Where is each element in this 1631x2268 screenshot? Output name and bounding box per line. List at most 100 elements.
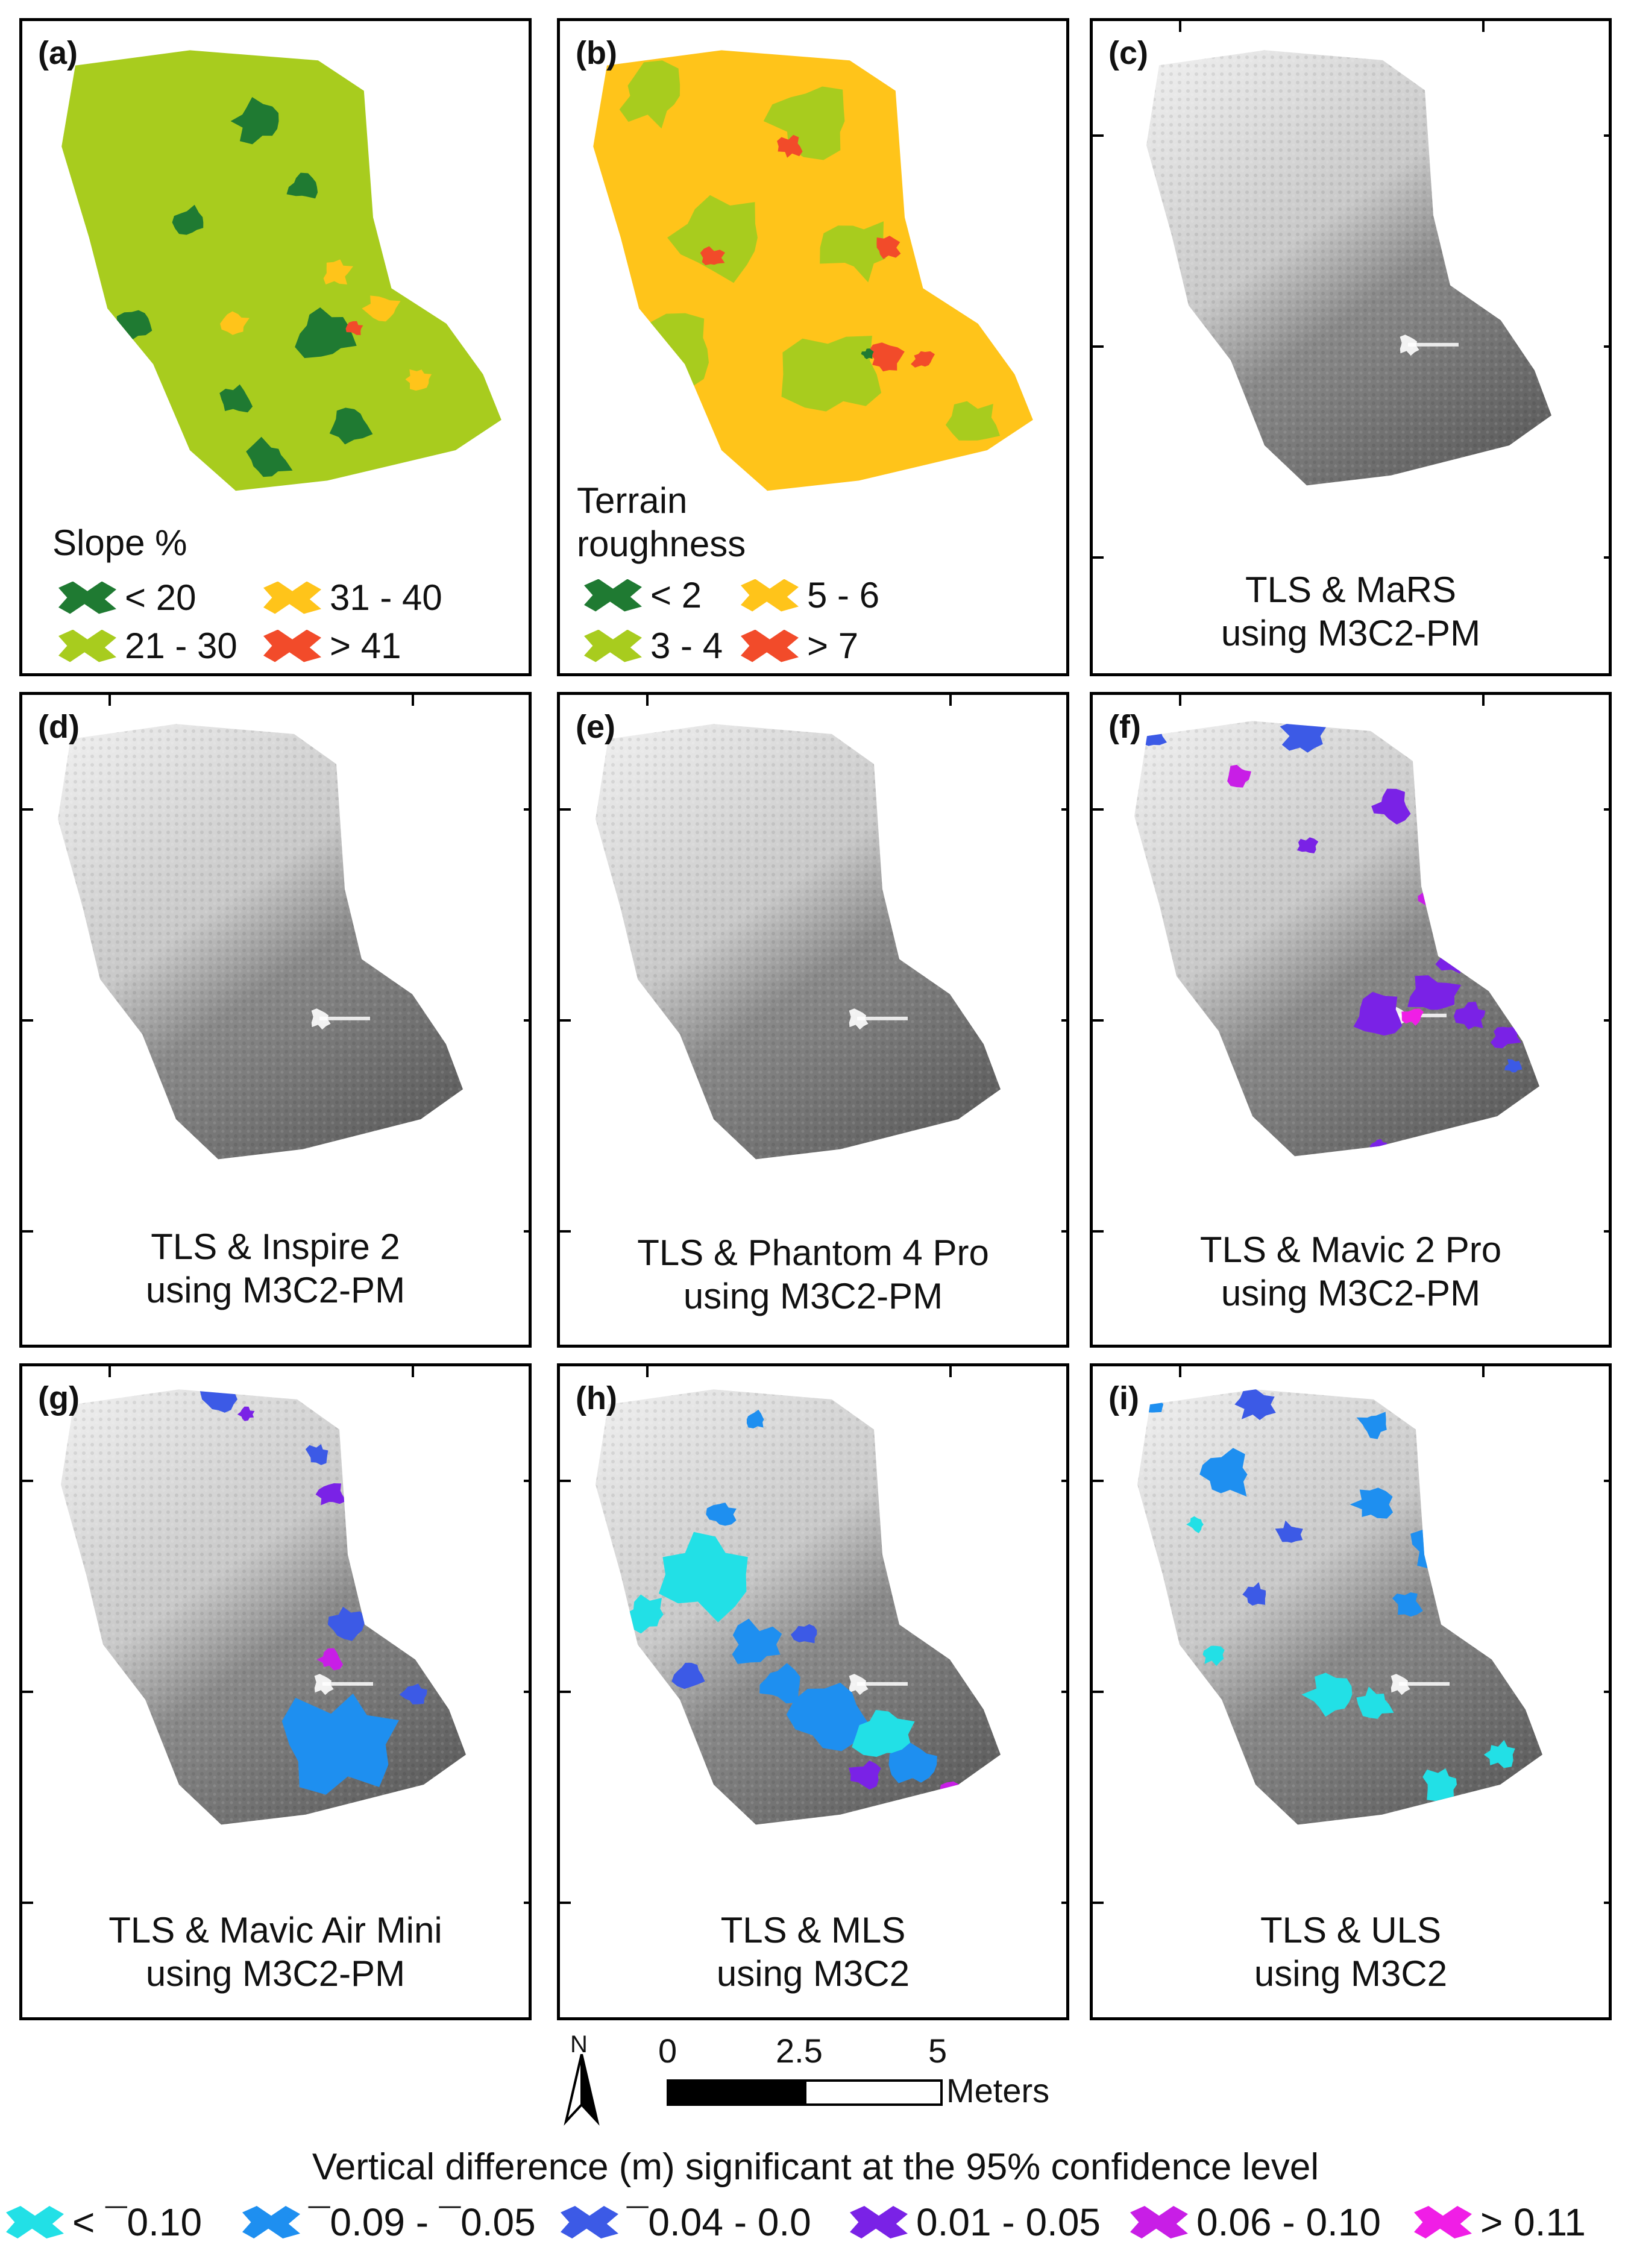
- legend-swatch: [6, 2206, 64, 2238]
- panel-caption: TLS & Mavic 2 Pro using M3C2-PM: [1199, 1230, 1502, 1313]
- legend-swatch: [584, 579, 642, 612]
- panel-label: (c): [1108, 35, 1148, 71]
- difference-class-patch: [706, 1503, 737, 1526]
- difference-class-patch: [1483, 1739, 1515, 1768]
- difference-class-patch: [1142, 1394, 1164, 1413]
- panel-g: (g) TLS & Mavic Air Mini using M3C2-PM: [19, 1363, 532, 2020]
- roughness-class-patch: [667, 195, 758, 283]
- roughness-class-patch: [876, 236, 901, 259]
- difference-class-patch: [759, 1663, 800, 1704]
- slope-class-patch: [219, 384, 253, 413]
- scale-tick: 2.5: [776, 2032, 823, 2070]
- difference-class-patch: [316, 1648, 344, 1671]
- difference-class-patch: [1234, 1389, 1276, 1421]
- slope-class-patch: [362, 295, 401, 322]
- legend-swatch: [741, 629, 799, 662]
- difference-class-patch: [1435, 942, 1474, 974]
- difference-class-patch: [746, 1409, 764, 1428]
- panel-label: (a): [38, 35, 78, 71]
- slope-legend-item: < 20: [58, 577, 196, 618]
- difference-class-patch: [671, 1662, 705, 1689]
- slope-class-patch: [220, 311, 250, 335]
- difference-class-patch: [937, 1781, 964, 1806]
- slope-class-patch: [116, 310, 152, 341]
- difference-class-patch: [732, 1618, 782, 1664]
- panel-label: (g): [38, 1380, 80, 1416]
- roughness-class-patch: [781, 336, 882, 412]
- scale-bar: [667, 2079, 943, 2106]
- panel-h: (h) TLS & MLS using M3C2: [557, 1363, 1069, 2020]
- roughness-class-patch: [868, 342, 905, 372]
- roughness-class-patch: [700, 246, 725, 265]
- difference-legend-item: 0.06 - 0.10: [1130, 2200, 1381, 2244]
- panel-caption: TLS & ULS using M3C2: [1254, 1910, 1448, 1994]
- roughness-legend-title: Terrain roughness: [577, 480, 746, 564]
- difference-class-patch: [1356, 1686, 1394, 1719]
- difference-class-patch: [1392, 1592, 1423, 1617]
- slope-class-patch: [172, 204, 204, 235]
- roughness-class-patch: [763, 86, 845, 160]
- panel-label: (d): [38, 709, 80, 745]
- panel-label: (h): [576, 1380, 617, 1416]
- difference-class-patch: [1422, 1768, 1457, 1805]
- site-area: [1146, 50, 1551, 486]
- difference-class-patch: [1371, 788, 1411, 825]
- difference-class-patch: [1407, 975, 1462, 1010]
- difference-class-patch: [355, 1554, 379, 1576]
- difference-class-patch: [1199, 1448, 1248, 1497]
- roughness-class-patch: [619, 60, 680, 129]
- difference-class-patch: [1186, 1516, 1204, 1533]
- difference-class-patch: [200, 1389, 237, 1413]
- difference-class-patch: [1227, 764, 1251, 788]
- slope-legend-title: Slope %: [52, 523, 187, 563]
- roughness-map: [593, 50, 1033, 491]
- site-area: [1137, 1389, 1542, 1825]
- difference-legend-item: ¯0.04 - 0.0: [561, 2200, 811, 2244]
- slope-class-patch: [295, 307, 357, 359]
- panel-caption: TLS & MaRS using M3C2-PM: [1221, 570, 1481, 653]
- roughness-legend-item: 5 - 6: [741, 574, 879, 616]
- panel-caption: TLS & MLS using M3C2: [716, 1910, 910, 1994]
- difference-class-patch: [1454, 1002, 1486, 1030]
- panel-e: (e) TLS & Phantom 4 Pro using M3C2-PM: [557, 692, 1069, 1348]
- site-area: [593, 50, 1033, 491]
- difference-class-patch: [852, 1710, 915, 1757]
- site-area: [596, 724, 1001, 1160]
- panel-d: (d) TLS & Inspire 2 using M3C2-PM: [19, 692, 532, 1348]
- difference-class-patch: [888, 1742, 937, 1783]
- vertical-difference-legend-title: Vertical difference (m) significant at t…: [312, 2146, 1319, 2188]
- difference-class-patch: [305, 1444, 328, 1465]
- difference-class-patch: [1350, 1487, 1394, 1519]
- difference-map: [560, 1366, 1066, 1904]
- difference-class-patch: [237, 1406, 255, 1421]
- roughness-class-patch: [911, 351, 935, 368]
- roughness-legend-item: < 2: [584, 574, 702, 616]
- slope-class-patch: [405, 369, 432, 391]
- panel-b: (b) Terrain roughness < 2 5 - 6 3 - 4 > 7: [557, 18, 1069, 676]
- difference-class-patch: [848, 1761, 881, 1790]
- site-area: [58, 724, 463, 1160]
- roughness-class-patch: [632, 313, 709, 391]
- panel-label: (i): [1108, 1380, 1139, 1416]
- panel-label: (f): [1108, 709, 1141, 745]
- scale-tick: 0: [658, 2032, 677, 2070]
- difference-class-patch: [281, 1693, 399, 1795]
- scale-unit: Meters: [946, 2072, 1050, 2109]
- difference-legend-item: < ¯0.10: [6, 2200, 202, 2244]
- difference-class-patch: [1515, 1817, 1536, 1825]
- roughness-class-patch: [945, 401, 1001, 441]
- panel-caption: TLS & Phantom 4 Pro using M3C2-PM: [637, 1233, 989, 1316]
- difference-class-patch: [1356, 1412, 1387, 1439]
- difference-class-patch: [315, 1483, 347, 1506]
- slope-class-patch: [329, 407, 373, 445]
- panel-f: (f) TLS & Mavic 2 Pro using M3C2-PM: [1090, 692, 1612, 1348]
- legend-swatch: [58, 581, 116, 614]
- roughness-class-patch: [777, 134, 803, 158]
- difference-class-patch: [786, 1682, 875, 1751]
- difference-map: [1093, 695, 1609, 1233]
- difference-class-patch: [1491, 1026, 1521, 1049]
- north-arrow-icon: [564, 2054, 600, 2126]
- legend-swatch: [1414, 2206, 1472, 2238]
- difference-class-patch: [327, 1606, 365, 1641]
- panel-i: (i) TLS & ULS using M3C2: [1090, 1363, 1612, 2020]
